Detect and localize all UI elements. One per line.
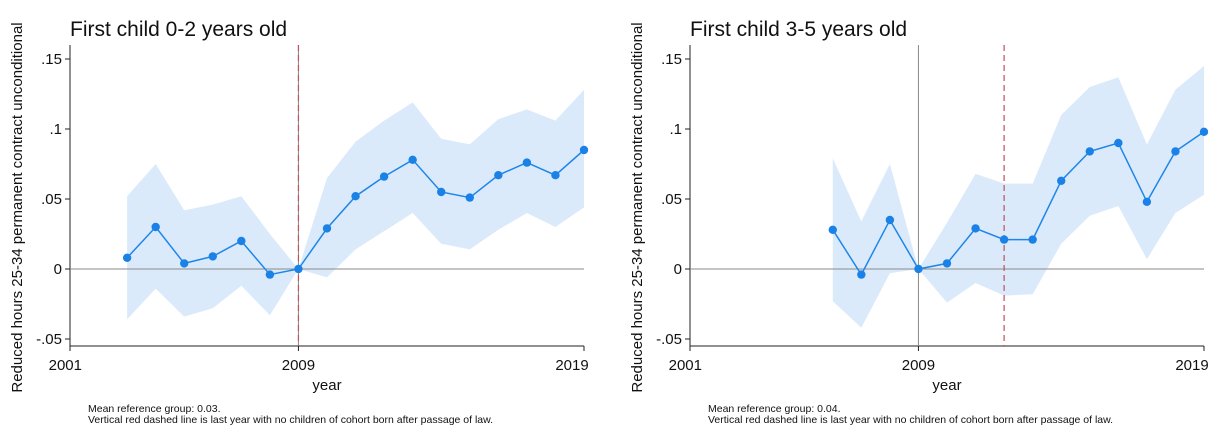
data-point	[180, 259, 189, 268]
data-point	[828, 225, 837, 234]
data-point	[237, 236, 246, 246]
chart-title: First child 3-5 years old	[690, 18, 907, 41]
data-point	[914, 264, 923, 274]
y-tick-label: .05	[41, 191, 62, 208]
series-line	[832, 131, 1205, 277]
data-point	[579, 145, 589, 155]
y-tick-label: 0	[54, 261, 62, 278]
data-point	[122, 253, 132, 262]
chart-note: Mean reference group: 0.04.	[708, 403, 841, 415]
data-point	[1057, 176, 1066, 185]
y-axis-title: Reduced hours 25-34 permanent contract u…	[629, 22, 646, 392]
x-axis-title: year	[312, 377, 341, 394]
x-tick-label: 2009	[902, 357, 935, 374]
x-tick-label: 2009	[282, 357, 315, 374]
data-point	[265, 270, 275, 279]
data-point	[971, 224, 980, 233]
data-point	[351, 192, 360, 201]
y-tick-label: -.05	[36, 331, 62, 348]
confidence-band	[832, 66, 1204, 328]
y-tick-label: -.05	[656, 331, 682, 348]
data-point	[1114, 138, 1123, 148]
data-point	[942, 259, 952, 268]
chart-title: First child 0-2 years old	[70, 18, 287, 41]
x-tick-label: 2019	[1175, 357, 1208, 374]
x-tick-label: 2001	[49, 357, 82, 374]
data-point	[885, 215, 895, 225]
y-axis-title: Reduced hours 25-34 permanent contract u…	[9, 22, 26, 392]
chart-note: Vertical red dashed line is last year wi…	[88, 414, 493, 426]
data-point	[999, 235, 1009, 244]
y-tick-label: .15	[41, 51, 62, 68]
data-point	[1142, 197, 1152, 206]
x-tick-label: 2019	[555, 357, 588, 374]
chart-note: Mean reference group: 0.03.	[88, 403, 221, 415]
data-point	[857, 270, 866, 279]
data-point	[208, 252, 217, 261]
data-point	[1171, 147, 1180, 156]
data-point	[1085, 147, 1094, 156]
data-point	[322, 224, 332, 233]
data-point	[151, 222, 160, 232]
data-point	[465, 193, 474, 202]
y-tick-label: .15	[661, 51, 682, 68]
data-point	[1028, 235, 1037, 244]
data-point	[522, 158, 532, 167]
data-point	[379, 172, 389, 181]
x-tick-label: 2001	[669, 357, 702, 374]
chart-first-child-3-5: First child 3-5 years old -.05 0 .05 .1 .15 20…	[629, 18, 1208, 426]
y-tick-label: .1	[669, 121, 682, 138]
data-point	[1199, 127, 1208, 136]
x-axis-title: year	[932, 377, 961, 394]
data-point	[408, 155, 417, 164]
confidence-band	[127, 89, 584, 320]
data-point	[294, 264, 303, 274]
y-tick-label: 0	[674, 261, 682, 278]
data-point	[494, 171, 503, 180]
data-point	[437, 187, 446, 197]
chart-note: Vertical red dashed line is last year wi…	[708, 414, 1113, 426]
y-tick-label: .05	[661, 191, 682, 208]
y-tick-label: .1	[49, 121, 62, 138]
chart-first-child-0-2: First child 0-2 years old -.05 0 .05 .1 .15 20…	[9, 18, 589, 426]
data-point	[551, 171, 560, 180]
